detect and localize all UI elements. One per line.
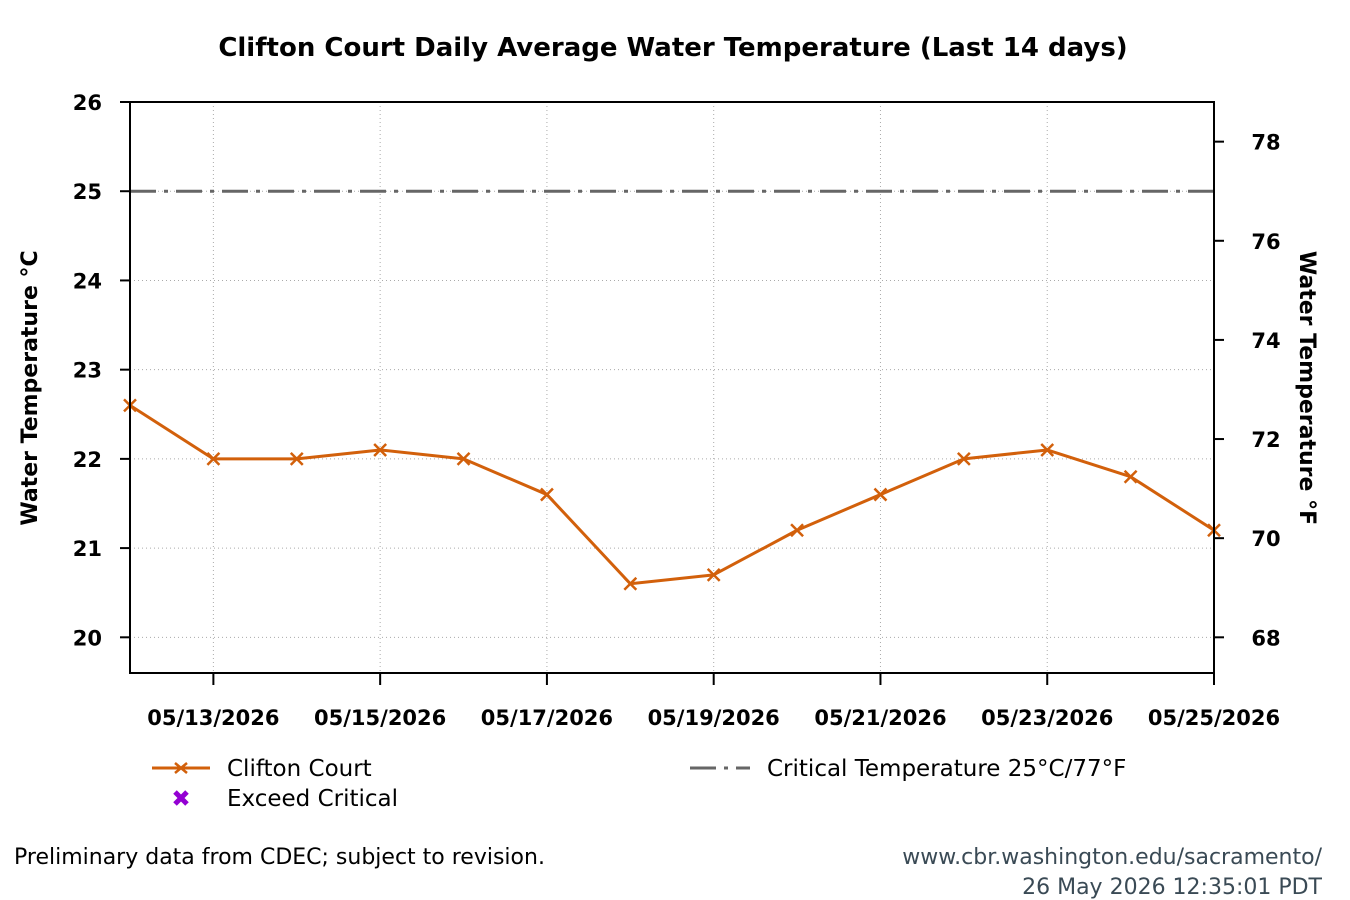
y-axis-right: 68 70 72 74 76 78 [1214,131,1281,650]
data-point-marker [289,451,304,466]
data-point-marker [456,451,471,466]
y-tick-label: 26 [73,91,102,115]
footer-url[interactable]: www.cbr.washington.edu/sacramento/ [902,845,1322,870]
x-tick-label: 05/23/2026 [981,706,1113,730]
data-point-marker [956,451,971,466]
legend-item-clifton-court: Clifton Court [152,756,372,782]
x-axis: 05/13/2026 05/15/2026 05/17/2026 05/19/2026… [147,673,1280,730]
y2-tick-label: 70 [1251,527,1280,551]
y-axis-title: Water Temperature °C [18,250,43,525]
legend-x-marker-icon [174,762,188,774]
legend-item-critical-temperature: Critical Temperature 25°C/77°F [690,756,1126,782]
legend: Clifton Court Exceed Critical Critical T… [152,756,1126,812]
x-tick-label: 05/15/2026 [314,706,446,730]
y-tick-label: 20 [73,626,102,650]
y-tick-label: 24 [73,269,102,293]
y2-tick-label: 74 [1251,329,1280,353]
data-point-marker [873,487,888,502]
legend-label: Critical Temperature 25°C/77°F [767,756,1126,782]
legend-label: Exceed Critical [227,786,398,812]
data-point-marker [373,443,388,457]
x-tick-label: 05/17/2026 [481,706,613,730]
chart-title: Clifton Court Daily Average Water Temper… [218,33,1127,63]
x-tick-label: 05/13/2026 [147,706,279,730]
y2-axis-title: Water Temperature °F [1294,251,1319,525]
y2-tick-label: 68 [1251,626,1280,650]
footer-timestamp: 26 May 2026 12:35:01 PDT [1022,875,1322,900]
data-point-marker [790,523,804,538]
data-point-marker [1040,443,1055,457]
x-tick-label: 05/21/2026 [814,706,946,730]
legend-bold-x-icon [173,790,189,806]
plot-frame [129,101,1215,674]
x-tick-label: 05/25/2026 [1148,706,1280,730]
data-point-marker [706,567,721,582]
legend-item-exceed-critical: Exceed Critical [173,786,398,812]
y2-tick-label: 78 [1251,131,1280,155]
y-tick-label: 21 [73,537,102,561]
legend-label: Clifton Court [227,756,372,782]
data-point-marker [206,451,221,466]
footer-note: Preliminary data from CDEC; subject to r… [14,845,545,870]
series-layer [123,398,1221,591]
data-point-marker [540,487,554,502]
y-tick-label: 22 [73,448,102,472]
y-axis-left: 20 21 22 23 24 25 26 [73,91,130,650]
y-tick-label: 23 [73,359,102,383]
grid-lines [130,101,1215,673]
series-line-clifton-court [129,404,1215,586]
data-point-marker [623,576,638,591]
x-tick-label: 05/19/2026 [648,706,780,730]
y2-tick-label: 76 [1251,230,1280,254]
data-point-marker [1123,469,1138,484]
y2-tick-label: 72 [1251,428,1280,452]
y-tick-label: 25 [73,180,102,204]
